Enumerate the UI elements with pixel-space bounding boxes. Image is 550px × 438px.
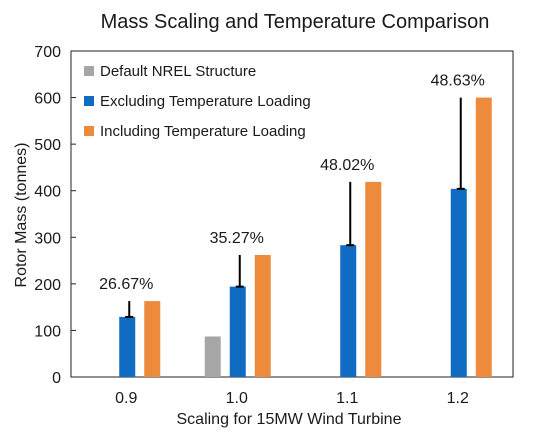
legend-label: Default NREL Structure <box>100 63 256 80</box>
plot-frame <box>70 50 514 378</box>
y-tick-label: 0 <box>52 370 61 387</box>
legend-swatch <box>84 66 94 76</box>
bar <box>254 254 271 377</box>
bar <box>340 245 357 377</box>
legend: Default NREL Structure Excluding Temperat… <box>84 63 311 140</box>
bar <box>204 336 221 377</box>
x-axis-title: Scaling for 15MW Wind Turbine <box>177 411 402 428</box>
y-tick-label: 100 <box>34 323 61 340</box>
bar <box>144 301 161 377</box>
bar <box>365 181 382 377</box>
y-axis-title: Rotor Mass (tonnes) <box>13 143 30 288</box>
bar <box>450 188 467 377</box>
y-tick-label: 700 <box>34 44 61 61</box>
y-tick-label: 500 <box>34 137 61 154</box>
percent-annotation: 35.27% <box>210 230 264 247</box>
bar <box>475 97 492 378</box>
y-tick-label: 600 <box>34 91 61 108</box>
bar <box>119 316 136 377</box>
y-tick-label: 300 <box>34 230 61 247</box>
legend-swatch <box>84 126 94 136</box>
x-tick-label: 0.9 <box>115 390 137 407</box>
y-tick-label: 400 <box>34 184 61 201</box>
plot-area: 0 100 200 300 400 500 600 700 0.9 26.67% 1.0 35.27%… <box>34 44 514 407</box>
y-tick-label: 200 <box>34 277 61 294</box>
legend-label: Including Temperature Loading <box>100 123 306 140</box>
x-tick-label: 1.1 <box>336 390 358 407</box>
x-tick-label: 1.0 <box>226 390 248 407</box>
x-tick-label: 1.2 <box>447 390 469 407</box>
chart-title: Mass Scaling and Temperature Comparison <box>101 11 490 33</box>
percent-annotation: 48.63% <box>431 73 485 90</box>
bar <box>229 286 246 377</box>
legend-label: Excluding Temperature Loading <box>100 93 311 110</box>
percent-annotation: 48.02% <box>320 157 374 174</box>
percent-annotation: 26.67% <box>99 276 153 293</box>
legend-swatch <box>84 96 94 106</box>
